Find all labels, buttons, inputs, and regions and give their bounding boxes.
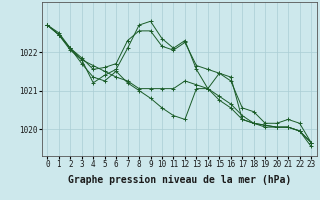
X-axis label: Graphe pression niveau de la mer (hPa): Graphe pression niveau de la mer (hPa) <box>68 175 291 185</box>
